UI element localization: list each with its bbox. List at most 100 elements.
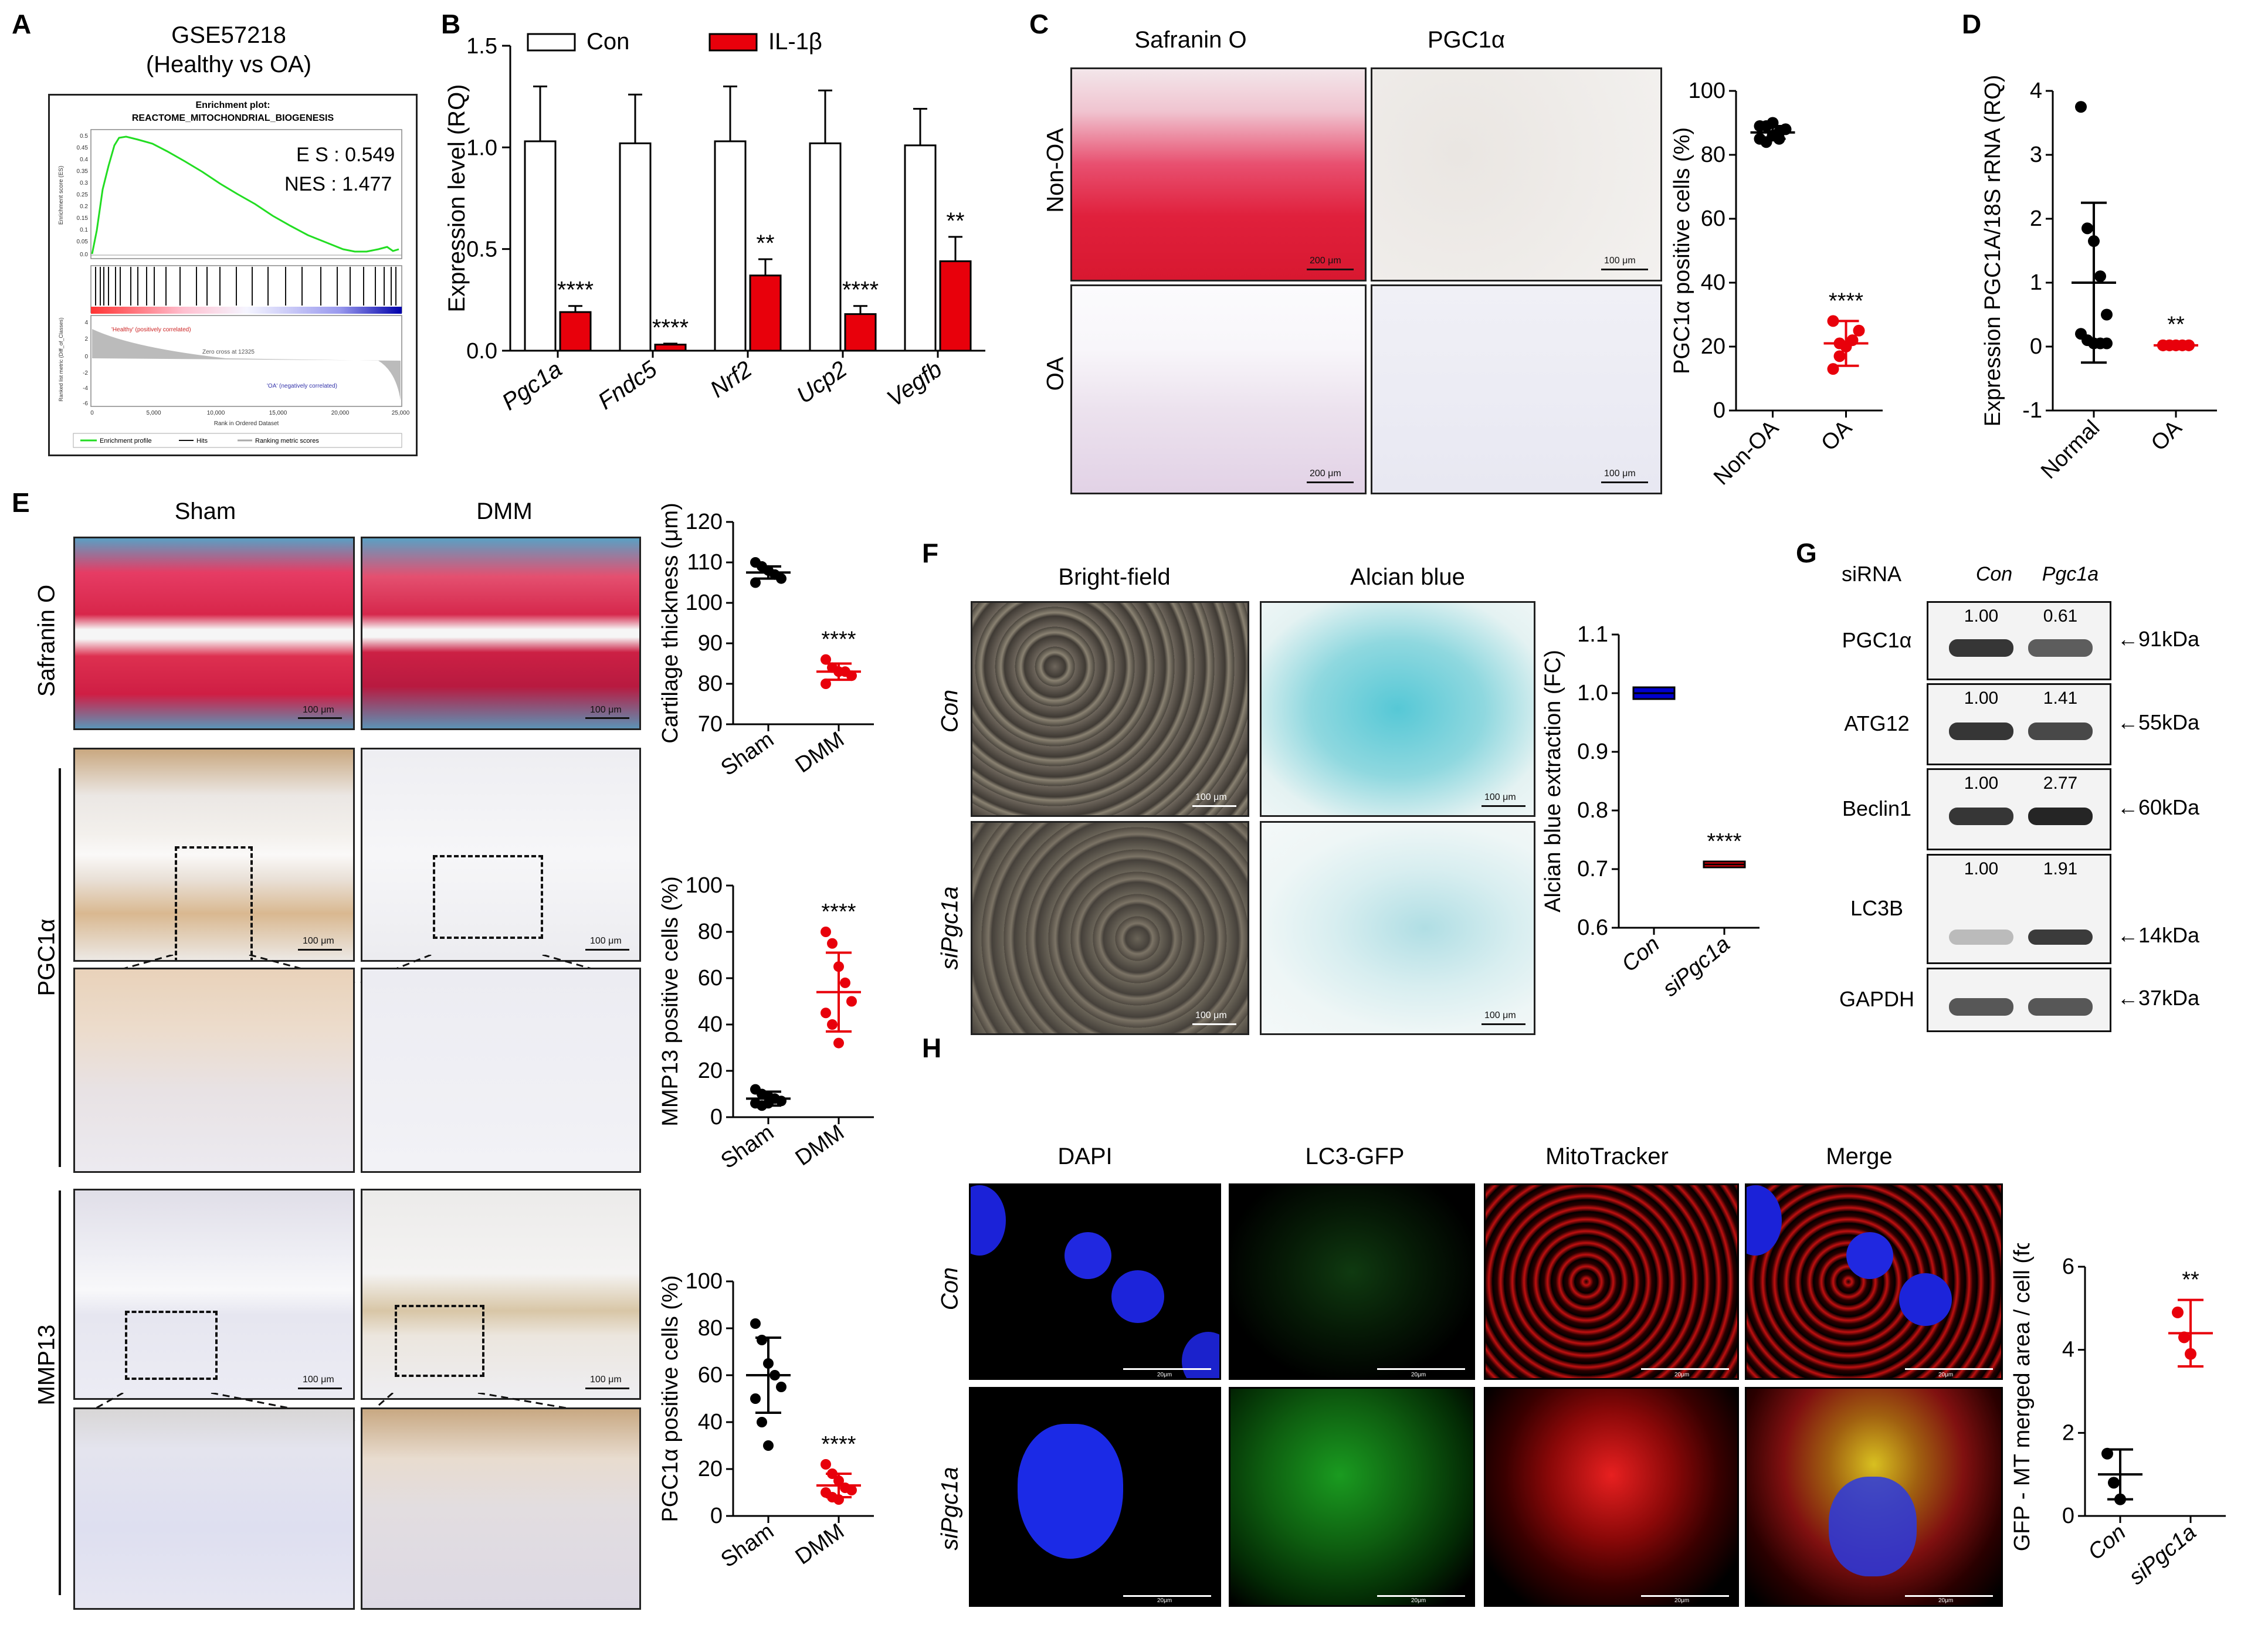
data-point	[827, 1019, 838, 1030]
gsea-ylabel-es: Enrichment score (ES)	[58, 166, 65, 225]
significance-label: ****	[1829, 289, 1863, 313]
y-tick-label: 2	[2030, 206, 2042, 231]
data-point	[840, 977, 850, 988]
y-tick-label: 1.0	[466, 135, 497, 160]
data-point	[833, 1037, 844, 1049]
scale-bar-text: 100 μm	[590, 1375, 622, 1385]
data-point	[2172, 1306, 2184, 1318]
f-col-header: Bright-field	[1058, 564, 1171, 590]
data-point	[846, 996, 857, 1007]
panel-label-a: A	[12, 9, 32, 39]
significance-label: **	[756, 230, 774, 256]
data-point	[2164, 339, 2175, 351]
scale-bar-text: 20μm	[1674, 1372, 1690, 1378]
data-point	[821, 654, 831, 665]
panel-label-h: H	[922, 1033, 942, 1063]
data-point	[833, 961, 844, 972]
y-tick-label: 0	[710, 1105, 723, 1129]
blot-protein-label: PGC1α	[1842, 627, 1912, 652]
h-col-header: MitoTracker	[1545, 1144, 1669, 1169]
e-safranin-sham-image: 100 μm	[73, 537, 355, 730]
e-col-header: Sham	[174, 498, 236, 524]
panel-label-c: C	[1029, 9, 1049, 39]
e-pgc1a-dmm-zoom-image	[361, 968, 641, 1173]
y-tick-label: 60	[698, 966, 723, 991]
scale-bar-text: 100 μm	[1604, 256, 1636, 266]
y-tick-label: 90	[698, 631, 723, 656]
x-tick-label: siPgc1a	[2124, 1520, 2201, 1590]
y-axis-label: PGC1α positive cells (%)	[1672, 127, 1694, 374]
y-tick-label: 0	[1713, 398, 1725, 423]
y-tick-label: 70	[698, 712, 723, 737]
h-merge-con-image: 20μm	[1745, 1183, 2003, 1380]
significance-label: ****	[1707, 829, 1741, 854]
x-tick: 0	[90, 410, 94, 416]
y-tick-label: 100	[686, 1269, 723, 1294]
blot-image: 1.00 0.61	[1927, 601, 2111, 680]
data-point	[2108, 1477, 2120, 1489]
e-row-label: MMP13	[33, 1324, 60, 1406]
e-pgc1a-sham-zoom-image	[73, 968, 355, 1173]
blot-band	[1949, 998, 2013, 1016]
f-col-header: Alcian blue	[1350, 564, 1465, 590]
blot-image: 1.00 1.91	[1927, 854, 2111, 964]
h-merge-sipgc1a-image: 20μm	[1745, 1387, 2003, 1607]
e-mmp13-sham-zoom-image	[73, 1407, 355, 1610]
bar	[939, 260, 972, 352]
metric-tick: -2	[83, 370, 88, 376]
scale-bar-text: 100 μm	[1195, 1010, 1227, 1020]
blot-quant-value: 1.00	[1964, 859, 1999, 878]
x-tick-label: Sham	[717, 727, 778, 781]
h-lc3gfp-con-image: 20μm	[1229, 1183, 1475, 1380]
gsea-ylabel-metric: Ranked list metric (Diff_of_Classes)	[58, 318, 64, 402]
es-tick: 0.0	[80, 252, 88, 258]
legend-swatch	[527, 33, 576, 52]
bar	[654, 344, 687, 352]
data-point	[846, 670, 857, 681]
data-point	[776, 1095, 786, 1107]
gsea-plot-title: Enrichment plot:	[195, 100, 270, 110]
es-tick: 0.2	[80, 203, 88, 210]
x-tick: 10,000	[207, 410, 225, 416]
data-point	[1779, 123, 1792, 135]
scale-bar-text: 20μm	[1938, 1597, 1954, 1604]
significance-label: **	[2182, 1268, 2199, 1293]
y-tick-label: 4	[2062, 1338, 2074, 1362]
data-point	[757, 1417, 767, 1427]
data-point	[833, 1475, 844, 1486]
y-tick-label: 1	[2030, 270, 2042, 295]
scale-bar-text: 100 μm	[590, 936, 622, 946]
bar	[619, 142, 652, 352]
y-tick-label: 0.5	[466, 238, 497, 262]
y-tick-label: 20	[1701, 334, 1725, 359]
es-tick: 0.15	[77, 215, 89, 222]
blot-band	[1949, 639, 2013, 657]
blot-quant-value: 1.41	[2043, 688, 2078, 708]
y-axis-label: Expression PGC1A/18S rRNA (RQ)	[1981, 75, 2005, 427]
blot-band	[2028, 808, 2093, 825]
blot-quant-value: 1.00	[1964, 774, 1999, 793]
bar	[714, 140, 747, 352]
c-safranin-oa-image: 200 μm	[1070, 284, 1367, 494]
es-tick: 0.35	[77, 168, 89, 175]
h-mitotracker-sipgc1a-image: 20μm	[1484, 1387, 1739, 1607]
c-row-label: OA	[1042, 357, 1069, 391]
y-tick-label: 80	[698, 920, 723, 944]
y-tick-label: 20	[698, 1059, 723, 1083]
data-point	[2101, 337, 2113, 350]
data-point	[763, 1358, 774, 1369]
data-point	[821, 679, 831, 689]
data-point	[1833, 337, 1846, 350]
es-tick: 0.05	[77, 239, 89, 245]
panel-label-g: G	[1796, 538, 1817, 568]
f-brightfield-con-image: 100 μm	[971, 601, 1249, 817]
blot-band	[2028, 998, 2093, 1016]
blot-image: 1.00 1.41	[1927, 683, 2111, 765]
y-tick-label: 1.0	[1577, 681, 1608, 705]
data-point	[776, 573, 786, 584]
metric-tick: 2	[84, 336, 88, 342]
scale-bar-text: 100 μm	[303, 705, 334, 715]
blot-protein-label: LC3B	[1850, 896, 1904, 920]
data-point	[2114, 1493, 2126, 1505]
